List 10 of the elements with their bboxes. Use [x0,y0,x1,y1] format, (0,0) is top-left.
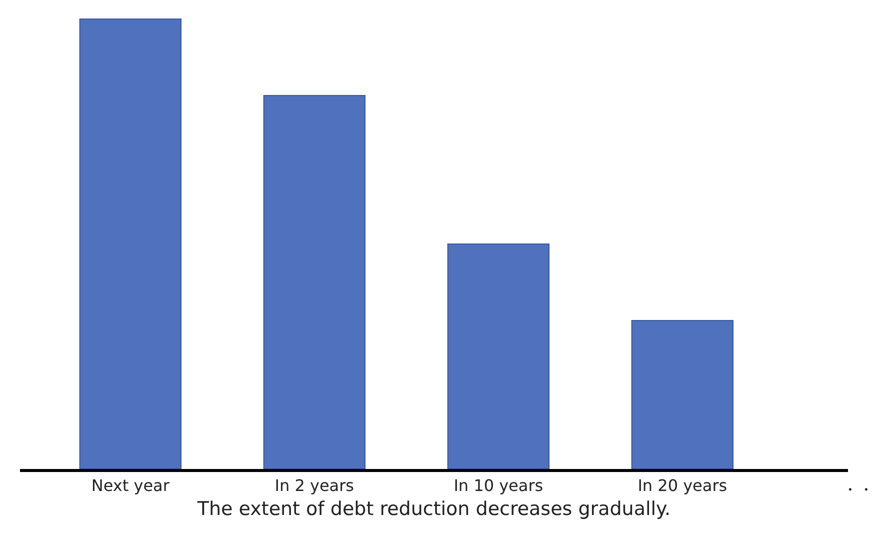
bar [447,244,550,469]
x-tick-label: Next year [91,476,170,496]
x-tick-label: In 10 years [454,476,544,496]
bar [263,95,366,469]
bar [79,18,182,469]
x-tick-label: In 2 years [274,476,354,496]
x-axis-title: The extent of debt reduction decreases gradually. [196,498,671,520]
text: ・・ [842,480,874,499]
bar [631,320,734,469]
x-tick-label: In 20 years [638,476,728,496]
